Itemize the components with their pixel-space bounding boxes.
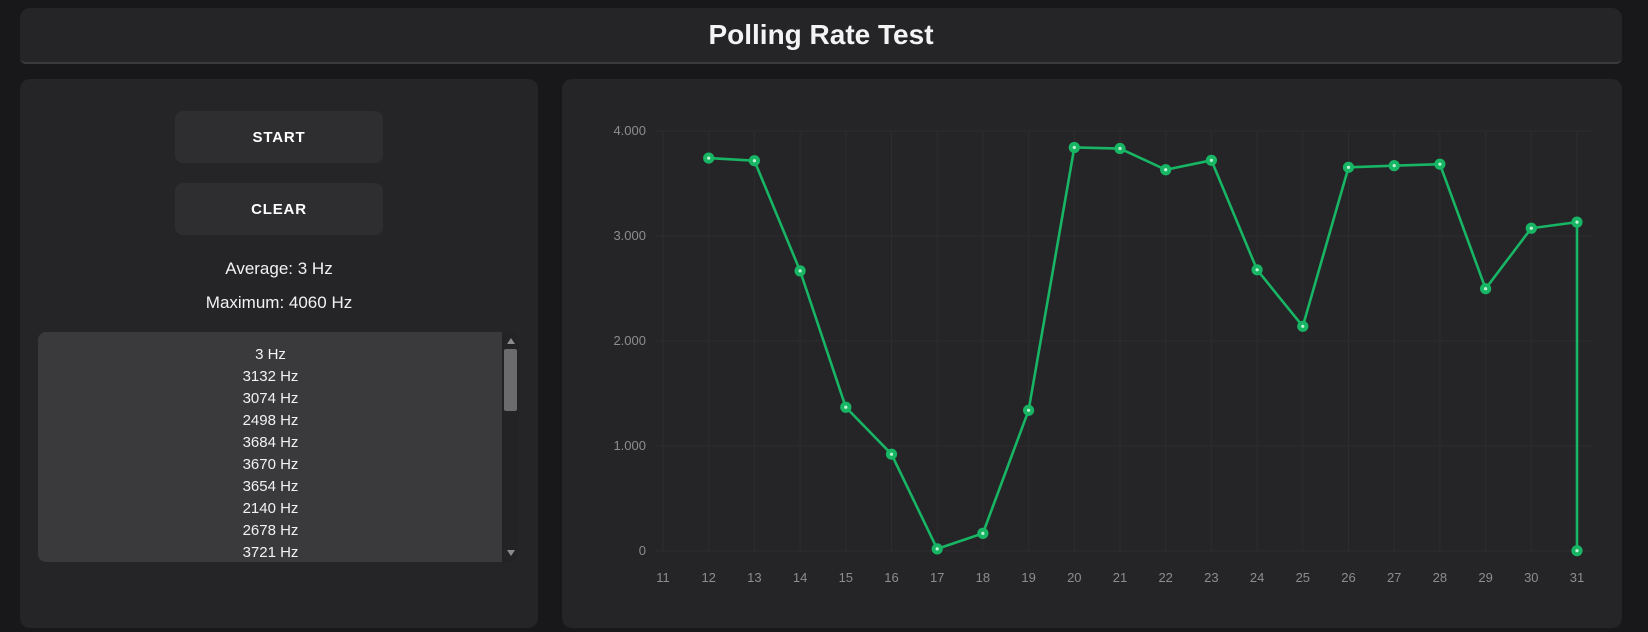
chart-panel: 0 1.000 2.000 3.000 4.000 11 12 13 14 15 16 17 18 19 2… bbox=[562, 79, 1622, 628]
measurement-items: 3 Hz 3132 Hz 3074 Hz 2498 Hz 3684 Hz 3670 Hz 3… bbox=[38, 344, 503, 562]
svg-text:2.000: 2.000 bbox=[613, 333, 646, 348]
measurement-item: 3132 Hz bbox=[242, 368, 299, 385]
start-button[interactable]: START bbox=[175, 111, 383, 163]
measurement-item: 3 Hz bbox=[255, 346, 286, 363]
scroll-down-button[interactable] bbox=[502, 546, 519, 560]
measurement-item: 3721 Hz bbox=[242, 544, 299, 561]
maximum-text: Maximum: 4060 Hz bbox=[205, 293, 353, 312]
chart-line bbox=[707, 146, 1579, 552]
svg-text:19: 19 bbox=[1021, 570, 1035, 585]
list-scrollbar[interactable] bbox=[502, 332, 519, 562]
measurement-item: 3684 Hz bbox=[242, 434, 299, 451]
svg-text:29: 29 bbox=[1478, 570, 1492, 585]
svg-text:18: 18 bbox=[976, 570, 990, 585]
measurement-item: 3654 Hz bbox=[242, 478, 299, 495]
svg-text:17: 17 bbox=[930, 570, 944, 585]
svg-text:1.000: 1.000 bbox=[613, 438, 646, 453]
average-text: Average: 3 Hz bbox=[225, 259, 333, 278]
measurement-list[interactable]: 3 Hz 3132 Hz 3074 Hz 2498 Hz 3684 Hz 3670 Hz 3… bbox=[38, 332, 519, 562]
svg-text:3.000: 3.000 bbox=[613, 228, 646, 243]
measurement-item: 3670 Hz bbox=[242, 456, 299, 473]
chart-points bbox=[703, 141, 1583, 557]
svg-text:14: 14 bbox=[793, 570, 807, 585]
svg-text:13: 13 bbox=[747, 570, 761, 585]
chart-gridlines bbox=[655, 130, 1592, 552]
svg-text:25: 25 bbox=[1296, 570, 1310, 585]
svg-text:30: 30 bbox=[1524, 570, 1538, 585]
svg-text:31: 31 bbox=[1570, 570, 1584, 585]
svg-text:27: 27 bbox=[1387, 570, 1401, 585]
svg-text:12: 12 bbox=[701, 570, 715, 585]
page-title: Polling Rate Test bbox=[708, 19, 934, 50]
measurement-item: 2140 Hz bbox=[242, 500, 299, 517]
scrollbar-thumb[interactable] bbox=[504, 349, 517, 411]
svg-text:22: 22 bbox=[1158, 570, 1172, 585]
chart-axis-labels: 0 1.000 2.000 3.000 4.000 11 12 13 14 15 16 17 18 19 2… bbox=[613, 123, 1584, 585]
triangle-up-icon bbox=[506, 338, 515, 344]
svg-text:20: 20 bbox=[1067, 570, 1081, 585]
control-panel: START CLEAR Average: 3 Hz Maximum: 4060 … bbox=[20, 79, 538, 628]
polling-rate-chart: 0 1.000 2.000 3.000 4.000 11 12 13 14 15 16 17 18 19 2… bbox=[613, 123, 1592, 585]
svg-text:16: 16 bbox=[884, 570, 898, 585]
scroll-up-button[interactable] bbox=[502, 334, 519, 348]
svg-text:26: 26 bbox=[1341, 570, 1355, 585]
measurement-item: 3074 Hz bbox=[242, 390, 299, 407]
triangle-down-icon bbox=[506, 550, 515, 556]
clear-button[interactable]: CLEAR bbox=[175, 183, 383, 235]
svg-text:0: 0 bbox=[639, 543, 646, 558]
svg-text:21: 21 bbox=[1113, 570, 1127, 585]
svg-text:24: 24 bbox=[1250, 570, 1264, 585]
app-header: Polling Rate Test bbox=[20, 8, 1622, 64]
svg-text:15: 15 bbox=[839, 570, 853, 585]
svg-text:28: 28 bbox=[1433, 570, 1447, 585]
measurement-item: 2498 Hz bbox=[242, 412, 299, 429]
svg-text:23: 23 bbox=[1204, 570, 1218, 585]
measurement-item: 2678 Hz bbox=[242, 522, 299, 539]
svg-text:4.000: 4.000 bbox=[613, 123, 646, 138]
svg-text:11: 11 bbox=[656, 570, 670, 585]
